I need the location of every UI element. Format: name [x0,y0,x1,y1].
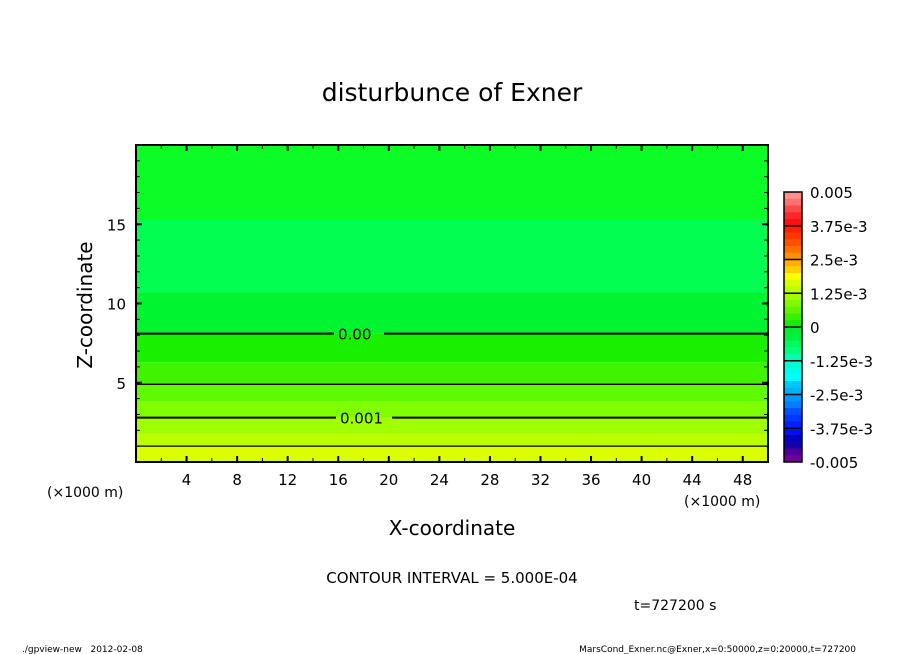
colorbar-swatch [784,435,802,443]
colorbar-swatch [784,266,802,274]
colorbar-swatch [784,360,802,368]
colorbar-swatch [784,279,802,287]
contour-interval: CONTOUR INTERVAL = 5.000E-04 [326,569,577,587]
contour-label: 0.00 [338,326,371,344]
colorbar-swatch [784,408,802,416]
colorbar-swatch [784,259,802,267]
time-label: t=727200 s [634,598,716,614]
colorbar-label: -3.75e-3 [810,420,873,438]
colorbar-swatch [784,381,802,389]
colorbar-swatch [784,428,802,436]
colorbar-swatch [784,252,802,260]
x-tick-label: 24 [430,471,449,489]
x-tick-label: 48 [733,471,752,489]
y-tick-label: 5 [116,375,126,393]
colorbar-swatch [784,212,802,220]
x-tick-label: 36 [581,471,600,489]
colorbar-label: 2.5e-3 [810,252,858,270]
colorbar-swatch [784,374,802,382]
colorbar-swatch [784,320,802,328]
colorbar-swatch [784,414,802,422]
x-axis-unit: (×1000 m) [684,494,760,510]
y-tick-label: 15 [107,216,126,234]
x-tick-label: 4 [182,471,192,489]
x-tick-label: 40 [632,471,651,489]
colorbar-swatch [784,225,802,233]
footer-right: MarsCond_Exner.nc@Exner,x=0:50000,z=0:20… [579,645,856,654]
colorbar-swatch [784,313,802,321]
colorbar-swatch [784,455,802,463]
colorbar-label: 0 [810,319,820,337]
colorbar-swatch [784,293,802,301]
colorbar-swatch [784,246,802,254]
contour-band [136,384,768,402]
colorbar-frame [783,191,803,463]
colorbar-swatch [784,198,802,206]
colorbar-label: -2.5e-3 [810,387,863,405]
x-tick-label: 20 [379,471,398,489]
x-tick-label: 8 [232,471,242,489]
x-tick-label: 16 [329,471,348,489]
colorbar-swatch [784,367,802,375]
contour-band [136,401,768,418]
colorbar-swatch [784,273,802,281]
x-axis-label: X-coordinate [389,516,516,540]
colorbar-swatch [784,347,802,355]
contour-band [136,292,768,334]
contour-label: 0.001 [340,410,383,428]
colorbar-swatch [784,205,802,213]
colorbar-swatch [784,333,802,341]
colorbar-swatch [784,306,802,314]
colorbar-swatch [784,448,802,456]
colorbar-swatch [784,421,802,429]
contour-band [136,417,768,434]
colorbar-swatch [784,300,802,308]
colorbar-swatch [784,394,802,402]
contour-band [136,433,768,447]
contour-band [136,362,768,385]
y-axis-label: Z-coordinate [73,241,97,368]
colorbar-label: 0.005 [810,184,853,202]
colorbar-label: -1.25e-3 [810,353,873,371]
contour-band [136,145,768,220]
footer-left: ./gpview-new 2012-02-08 [22,645,143,654]
contour-band [136,333,768,363]
colorbar-label: 3.75e-3 [810,218,868,236]
colorbar-swatch [784,232,802,240]
x-tick-label: 12 [278,471,297,489]
colorbar-swatch [784,192,802,200]
x-tick-label: 32 [531,471,550,489]
colorbar-swatch [784,327,802,335]
colorbar-swatch [784,286,802,294]
colorbar-swatch [784,401,802,409]
colorbar-swatch [784,441,802,449]
x-tick-label: 28 [480,471,499,489]
colorbar-swatch [784,239,802,247]
chart-title: disturbunce of Exner [322,78,583,107]
x-tick-label: 44 [683,471,702,489]
colorbar-swatch [784,340,802,348]
y-axis-unit: (×1000 m) [47,485,123,501]
contour-band [136,219,768,293]
contour-band [136,446,768,462]
colorbar-label: -0.005 [810,454,858,472]
y-tick-label: 10 [107,296,126,314]
colorbar-label: 1.25e-3 [810,285,868,303]
colorbar-swatch [784,354,802,362]
colorbar-swatch [784,387,802,395]
colorbar-swatch [784,219,802,227]
